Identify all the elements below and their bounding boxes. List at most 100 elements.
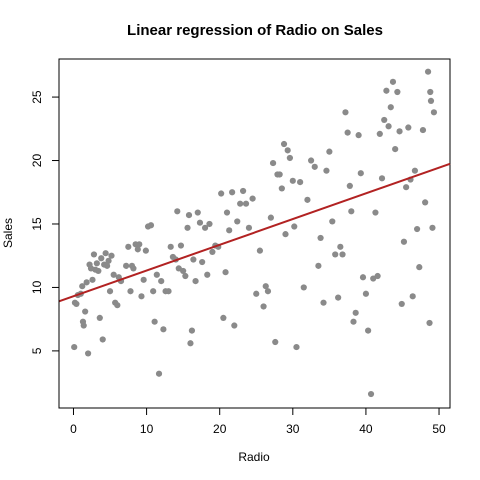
data-point <box>180 267 187 275</box>
data-point <box>348 208 355 215</box>
y-tick-label: 25 <box>30 90 44 104</box>
data-point <box>396 128 403 135</box>
data-point <box>278 185 285 192</box>
data-point <box>427 97 435 104</box>
data-point <box>114 302 121 309</box>
data-point <box>108 252 115 259</box>
data-point <box>267 214 274 221</box>
x-tick-label: 30 <box>286 422 300 436</box>
data-point <box>104 262 111 269</box>
data-point <box>419 126 427 134</box>
data-point <box>83 279 90 286</box>
data-point <box>403 184 410 191</box>
data-point <box>184 224 191 231</box>
data-point <box>105 257 112 264</box>
data-point <box>256 247 264 254</box>
data-point <box>416 264 423 271</box>
data-point <box>123 262 130 269</box>
data-point <box>342 109 349 116</box>
data-point <box>127 288 134 295</box>
data-point <box>337 243 344 250</box>
data-point <box>102 250 109 257</box>
data-point <box>206 220 213 228</box>
data-point <box>405 124 412 131</box>
data-point <box>426 319 433 327</box>
data-point <box>187 340 194 347</box>
data-point <box>329 218 336 225</box>
data-point <box>158 277 165 285</box>
data-point <box>365 327 372 334</box>
data-point <box>269 159 277 167</box>
data-point <box>387 104 394 111</box>
data-point <box>71 343 78 351</box>
data-point <box>422 199 429 206</box>
data-point <box>229 189 236 196</box>
data-point <box>272 338 279 346</box>
data-point <box>359 274 367 281</box>
regression-line <box>58 162 451 303</box>
data-point <box>142 247 149 254</box>
y-axis: 5 10 15 20 25 <box>30 90 60 354</box>
data-point <box>134 246 141 253</box>
data-point <box>378 175 386 182</box>
data-point <box>392 146 399 153</box>
data-point <box>427 88 434 96</box>
data-point <box>85 350 92 357</box>
data-point <box>98 255 105 262</box>
data-point <box>89 276 96 283</box>
data-point <box>383 87 390 94</box>
points-layer <box>71 68 438 398</box>
data-point <box>218 190 225 197</box>
data-point <box>289 177 296 184</box>
data-point <box>182 272 189 280</box>
data-point <box>242 200 250 207</box>
data-point <box>389 78 397 85</box>
data-point <box>282 231 289 238</box>
data-point <box>234 218 241 225</box>
data-point <box>300 284 307 291</box>
data-point <box>346 182 353 190</box>
data-point <box>196 219 204 226</box>
data-point <box>96 314 103 321</box>
data-point <box>339 251 346 258</box>
data-point <box>424 68 432 75</box>
data-point <box>222 269 229 276</box>
data-point <box>411 167 419 174</box>
data-point <box>429 224 436 231</box>
data-point <box>90 251 98 258</box>
data-point <box>350 318 357 325</box>
y-tick-label: 5 <box>30 347 44 354</box>
data-point <box>409 293 416 300</box>
data-point <box>374 272 381 280</box>
data-point <box>188 327 196 334</box>
y-tick-label: 10 <box>30 280 44 294</box>
data-point <box>151 318 158 325</box>
data-point <box>372 209 379 216</box>
data-point <box>323 167 330 174</box>
x-tick-label: 10 <box>140 422 154 436</box>
y-axis-label: Sales <box>1 218 15 248</box>
data-point <box>220 314 227 321</box>
data-point <box>192 277 199 285</box>
data-point <box>311 163 318 170</box>
data-point <box>320 299 327 306</box>
data-point <box>155 370 163 377</box>
data-point <box>153 271 160 278</box>
data-point <box>286 154 293 162</box>
data-point <box>332 251 339 258</box>
data-point <box>362 290 370 297</box>
data-point <box>344 129 351 136</box>
data-point <box>167 243 174 250</box>
data-point <box>237 200 244 207</box>
data-point <box>297 179 304 186</box>
data-point <box>307 157 315 164</box>
data-point <box>136 241 143 248</box>
x-tick-label: 50 <box>432 422 446 436</box>
data-point <box>394 88 401 96</box>
data-point <box>293 343 300 351</box>
data-point <box>276 171 283 178</box>
data-point <box>376 130 383 137</box>
data-point <box>201 224 209 231</box>
data-point <box>239 187 247 195</box>
